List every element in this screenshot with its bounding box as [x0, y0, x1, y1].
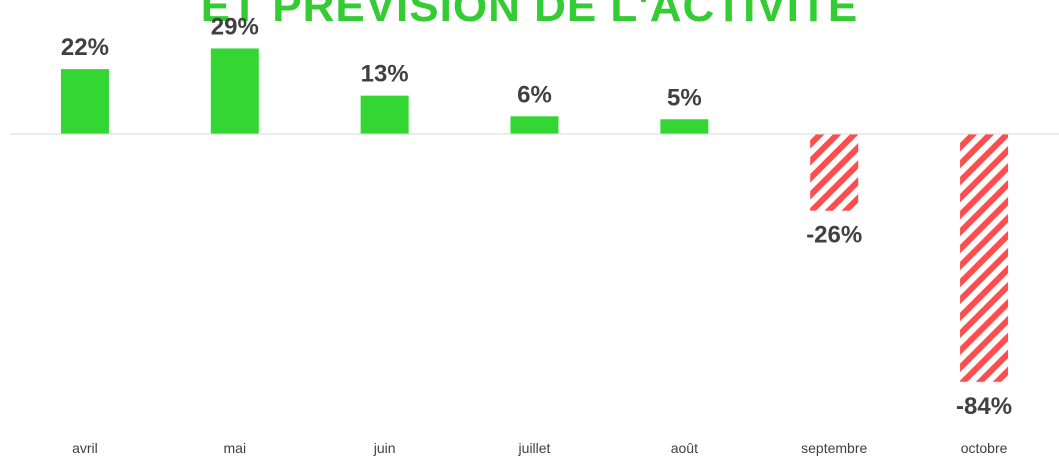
bar-juillet [510, 116, 559, 134]
bar-mai [210, 48, 259, 135]
bar-avril [60, 69, 109, 134]
data-label-septembre: -26% [806, 222, 862, 249]
data-label-octobre: -84% [956, 393, 1012, 420]
bar-octobre [960, 134, 1009, 382]
x-tick-label-avril: avril [72, 440, 98, 456]
x-tick-label-octobre: octobre [961, 440, 1008, 456]
chart-title: ET PRÉVISION DE L'ACTIVITÉ [200, 0, 859, 31]
bar-septembre [810, 134, 859, 211]
data-label-août: 5% [667, 84, 702, 111]
data-label-juin: 13% [361, 61, 409, 88]
bar-août [660, 119, 709, 134]
x-tick-label-août: août [671, 440, 698, 456]
data-label-juillet: 6% [517, 81, 552, 108]
x-tick-label-septembre: septembre [801, 440, 867, 456]
x-tick-label-mai: mai [224, 440, 247, 456]
x-tick-label-juin: juin [373, 440, 396, 456]
data-label-avril: 22% [61, 34, 109, 61]
data-label-mai: 29% [211, 13, 259, 40]
bar-juin [360, 95, 409, 134]
x-tick-label-juillet: juillet [518, 440, 551, 456]
